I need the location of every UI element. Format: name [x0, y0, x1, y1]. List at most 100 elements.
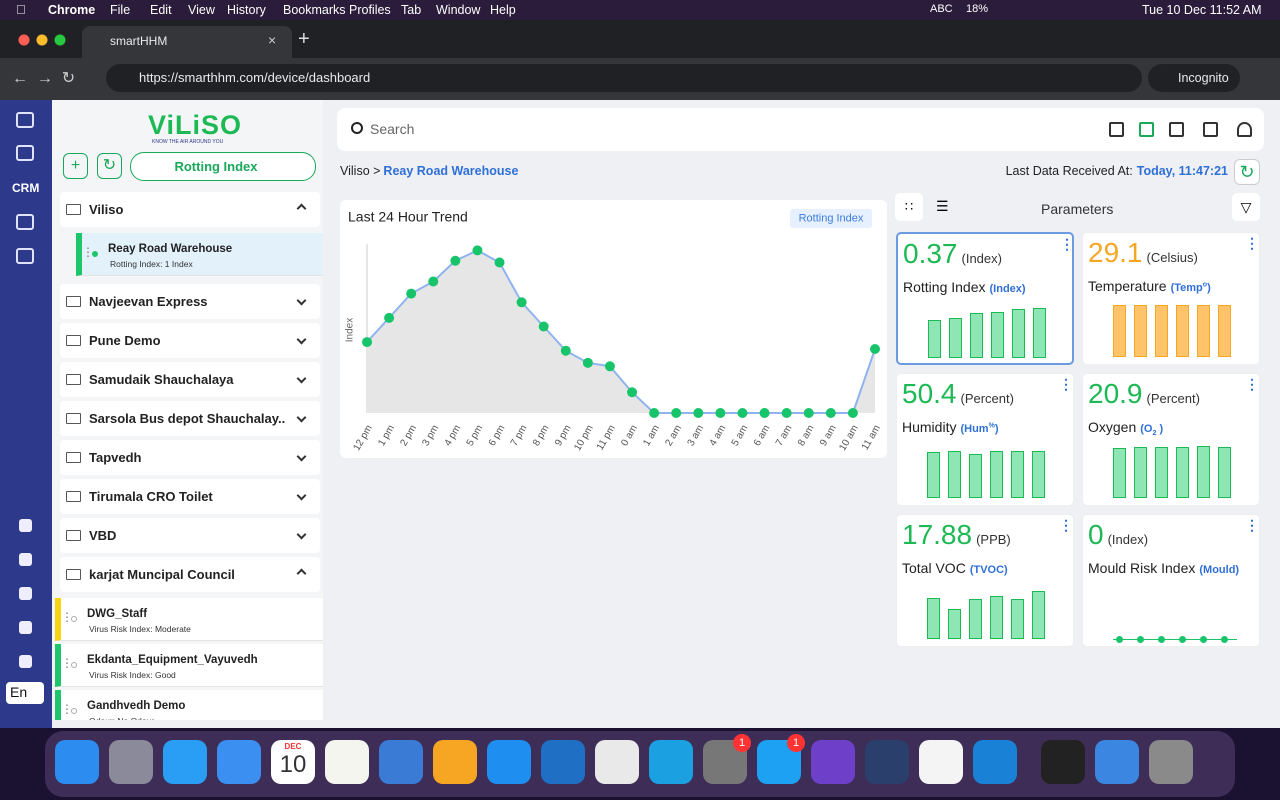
filter[interactable]: ▽ — [1232, 193, 1260, 221]
back-forward[interactable]: ← → ↻ — [12, 70, 76, 87]
dock-icon[interactable] — [973, 740, 1017, 784]
card-menu[interactable]: ⋮ — [1059, 376, 1073, 392]
tab-close[interactable]: × — [268, 32, 277, 48]
dock-icon[interactable] — [325, 740, 369, 784]
device-group[interactable]: Navjeevan Express — [60, 284, 320, 319]
card-menu[interactable]: ⋮ — [1245, 235, 1259, 251]
toolbar-icon[interactable] — [1237, 122, 1252, 137]
dock-icon[interactable]: 1 — [757, 734, 805, 784]
url-text: https://smarthhm.com/device/dashboard — [139, 70, 371, 85]
nav-crm[interactable]: CRM — [12, 181, 40, 195]
toolbar-icon[interactable] — [1109, 122, 1124, 137]
group-icon — [66, 452, 81, 463]
card-menu[interactable]: ⋮ — [1245, 517, 1259, 533]
dock-icon[interactable]: DEC 10 — [271, 740, 315, 784]
device-group[interactable]: Tapvedh — [60, 440, 320, 475]
mini-bar — [1032, 451, 1045, 498]
device-group[interactable]: Pune Demo — [60, 323, 320, 358]
menu-item[interactable]: Tab — [401, 3, 422, 17]
new-tab[interactable]: + — [298, 28, 310, 50]
breadcrumb: Viliso > Reay Road Warehouse Last Data Rec… — [340, 164, 1260, 180]
menu-item[interactable]: Profiles — [349, 3, 391, 17]
x-tick-label: 4 am — [708, 423, 729, 448]
nav-icon[interactable] — [16, 145, 34, 161]
menu-item[interactable]: Help — [490, 3, 516, 17]
nav-icon[interactable] — [19, 621, 32, 634]
address-bar[interactable]: https://smarthhm.com/device/dashboard — [106, 64, 1142, 92]
nav-icon[interactable] — [19, 655, 32, 668]
nav-icon[interactable] — [16, 112, 34, 128]
x-tick-label: 10 am — [837, 423, 860, 453]
dock-icon[interactable] — [865, 740, 909, 784]
dock-icon[interactable] — [541, 740, 585, 784]
menu-item[interactable]: Edit — [150, 3, 172, 17]
dock-icon[interactable] — [1041, 740, 1085, 784]
menu-item[interactable]: View — [188, 3, 215, 17]
chevron — [296, 451, 307, 462]
nav-icon[interactable] — [16, 214, 34, 230]
parameter-card[interactable]: 50.4 (Percent) Humidity (Hum%) ⋮ — [896, 373, 1074, 506]
device-menu[interactable]: ⋮ — [61, 610, 73, 624]
device-row[interactable]: Gandhvedh Demo Odour: No Odour ⋮ — [55, 690, 323, 720]
parameter-card[interactable]: 0.37 (Index) Rotting Index (Index) ⋮ — [896, 232, 1074, 365]
list-view[interactable]: ☰ — [936, 198, 949, 214]
dock-icon[interactable] — [55, 740, 99, 784]
language-select[interactable]: En — [6, 682, 44, 704]
grid-view[interactable]: ∷ — [895, 193, 923, 221]
device-menu[interactable]: ⋮ — [82, 245, 94, 259]
device-row[interactable]: Reay Road Warehouse Rotting Index: 1 Inde… — [76, 233, 323, 276]
device-group[interactable]: VBD — [60, 518, 320, 553]
dock-icon[interactable] — [1095, 740, 1139, 784]
nav-icon[interactable] — [19, 519, 32, 532]
dock-icon[interactable] — [433, 740, 477, 784]
device-row[interactable]: Ekdanta_Equipment_Vayuvedh Virus Risk Ind… — [55, 644, 323, 687]
nav-icon[interactable] — [19, 587, 32, 600]
menu-item[interactable]: File — [110, 3, 131, 17]
parameter-card[interactable]: 29.1 (Celsius) Temperature (Tempo) ⋮ — [1082, 232, 1260, 365]
profile-name: Incognito — [1178, 71, 1229, 85]
menu-item[interactable]: History — [227, 3, 266, 17]
dock-icon[interactable] — [1149, 740, 1193, 784]
dock-icon[interactable]: 1 — [703, 734, 751, 784]
toolbar-icon[interactable] — [1203, 122, 1218, 137]
trend-point — [538, 321, 549, 332]
device-group[interactable]: Samudaik Shauchalaya — [60, 362, 320, 397]
refresh-list[interactable]: ↻ — [97, 153, 122, 179]
device-group[interactable]: Viliso — [60, 192, 320, 227]
card-menu[interactable]: ⋮ — [1245, 376, 1259, 392]
refresh-data[interactable]: ↻ — [1234, 159, 1260, 185]
dock-icon[interactable] — [487, 740, 531, 784]
menu-item[interactable]: Bookmarks — [283, 3, 346, 17]
tab[interactable]: smartHHM × — [82, 26, 292, 58]
incognito-chip[interactable]: Incognito — [1148, 64, 1240, 92]
dock-icon[interactable] — [109, 740, 153, 784]
dock-icon[interactable] — [217, 740, 261, 784]
device-menu[interactable]: ⋮ — [61, 702, 73, 716]
parameter-card[interactable]: 17.88 (PPB) Total VOC (TVOC) ⋮ — [896, 514, 1074, 647]
toolbar-icon[interactable] — [1169, 122, 1184, 137]
device-row[interactable]: DWG_Staff Virus Risk Index: Moderate ⋮ — [55, 598, 323, 641]
mini-bar — [1134, 446, 1147, 498]
toolbar-icon[interactable] — [1139, 122, 1154, 137]
parameter-dropdown[interactable]: Rotting Index — [130, 152, 316, 181]
dock-icon[interactable] — [379, 740, 423, 784]
parameter-card[interactable]: 20.9 (Percent) Oxygen (O2 ) ⋮ — [1082, 373, 1260, 506]
card-menu[interactable]: ⋮ — [1060, 236, 1074, 252]
dock-icon[interactable] — [595, 740, 639, 784]
device-group[interactable]: karjat Muncipal Council — [60, 557, 320, 592]
dock-icon[interactable] — [811, 740, 855, 784]
app-menu[interactable]: Chrome — [48, 3, 96, 17]
search-bar[interactable]: Search — [337, 108, 1264, 151]
device-group[interactable]: Sarsola Bus depot Shauchalay.. — [60, 401, 320, 436]
dock-icon[interactable] — [163, 740, 207, 784]
card-menu[interactable]: ⋮ — [1059, 517, 1073, 533]
menu-item[interactable]: Window — [436, 3, 481, 17]
nav-icon[interactable] — [19, 553, 32, 566]
device-group[interactable]: Tirumala CRO Toilet — [60, 479, 320, 514]
device-menu[interactable]: ⋮ — [61, 656, 73, 670]
add-device[interactable]: + — [63, 153, 88, 179]
nav-icon[interactable] — [16, 248, 34, 264]
dock-icon[interactable] — [919, 740, 963, 784]
parameter-card[interactable]: 0 (Index) Mould Risk Index (Mould) ⋮ — [1082, 514, 1260, 647]
dock-icon[interactable] — [649, 740, 693, 784]
